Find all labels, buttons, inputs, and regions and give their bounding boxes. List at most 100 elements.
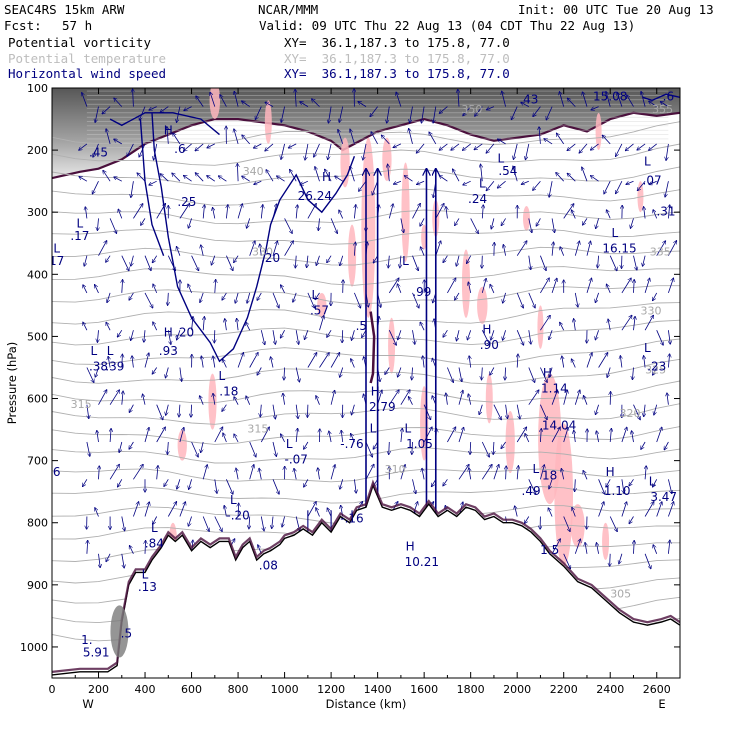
wind-vector xyxy=(236,468,238,480)
isentrope xyxy=(52,121,680,146)
wind-vector xyxy=(296,404,298,419)
pv-annotation: .45 xyxy=(89,145,108,159)
wind-vector xyxy=(467,330,472,340)
wind-vector xyxy=(296,205,297,219)
wind-vector xyxy=(271,357,274,368)
wind-vector xyxy=(183,175,192,182)
wind-vector xyxy=(546,106,553,120)
wind-vector xyxy=(656,330,664,345)
wind-vector xyxy=(551,427,560,443)
wind-vector xyxy=(443,255,448,263)
pv-annotation: L xyxy=(286,437,293,451)
wind-vector xyxy=(644,356,646,368)
wind-vector xyxy=(486,143,495,153)
wind-vector xyxy=(260,330,265,345)
wind-vector xyxy=(188,516,192,527)
wind-vector xyxy=(596,431,598,443)
wind-vector xyxy=(582,167,588,182)
pv-annotation: H xyxy=(543,366,552,380)
wind-vector xyxy=(214,427,223,443)
wind-vector xyxy=(540,278,549,294)
wind-vector xyxy=(625,143,634,151)
wind-vector xyxy=(621,315,632,331)
pv-positive-region xyxy=(382,137,392,182)
wind-vector xyxy=(637,180,646,191)
pv-annotation: H xyxy=(164,325,173,339)
pv-annotation: L xyxy=(311,288,318,302)
wind-vector xyxy=(83,322,88,331)
wind-vector xyxy=(451,143,460,150)
pv-annotation: .24 xyxy=(468,192,487,206)
wind-vector xyxy=(272,404,275,419)
wind-vector xyxy=(668,330,670,344)
wind-vector xyxy=(295,89,296,107)
wind-vector xyxy=(574,241,579,256)
wind-vector xyxy=(602,135,611,145)
wind-vector xyxy=(87,540,88,554)
wind-vector xyxy=(225,319,227,331)
wind-vector xyxy=(202,465,207,480)
theta-label: 330 xyxy=(641,305,662,318)
wind-vector xyxy=(641,91,646,107)
pv-annotation: L xyxy=(498,152,505,166)
wind-vector xyxy=(653,292,658,301)
wind-vector xyxy=(114,139,123,145)
wind-vector xyxy=(574,292,578,307)
pv-annotation: .84 xyxy=(145,537,164,551)
wind-vector xyxy=(290,169,297,182)
wind-vector xyxy=(506,466,507,480)
wind-vector xyxy=(131,181,134,197)
wind-vector xyxy=(503,245,506,256)
wind-vector xyxy=(141,218,146,225)
pv-annotation: L xyxy=(151,521,158,535)
wind-vector xyxy=(649,143,657,151)
wind-vector xyxy=(281,285,285,294)
wind-vector xyxy=(572,507,576,517)
theta-label: 315 xyxy=(247,423,268,436)
y-tick-label: 400 xyxy=(27,268,48,281)
pv-annotation: H xyxy=(371,384,380,398)
wind-vector xyxy=(656,502,662,517)
wind-vector xyxy=(596,543,598,554)
pv-annotation: .08 xyxy=(259,558,278,572)
wind-speed-contour xyxy=(109,112,220,136)
field-name-wind: Horizontal wind speed xyxy=(8,66,167,81)
wind-vector xyxy=(351,330,355,340)
wind-vector xyxy=(335,176,343,182)
wind-vector xyxy=(401,428,402,443)
wind-vector xyxy=(503,292,506,303)
wind-vector xyxy=(540,429,541,443)
pv-annotation: H xyxy=(406,540,415,554)
wind-vector xyxy=(234,91,239,107)
wind-vector xyxy=(443,479,448,486)
field-name-pv: Potential vorticity xyxy=(8,35,151,50)
wind-vector xyxy=(328,106,332,124)
field-name-theta: Potential temperature xyxy=(8,51,167,66)
wind-vector xyxy=(562,356,564,368)
x-tick-label: 200 xyxy=(88,683,109,696)
wind-vector xyxy=(622,479,624,493)
x-tick-label: 0 xyxy=(49,683,56,696)
wind-vector xyxy=(470,441,471,455)
wind-vector xyxy=(238,503,239,517)
wind-vector xyxy=(560,247,565,256)
west-end-label: W xyxy=(82,697,93,711)
wind-vector xyxy=(610,553,611,567)
pv-positive-region xyxy=(264,100,272,144)
wind-vector xyxy=(571,210,576,219)
pv-positive-region xyxy=(347,224,357,287)
wind-vector xyxy=(606,210,611,219)
wind-vector xyxy=(79,177,88,182)
wind-vector xyxy=(544,139,553,145)
wind-vector xyxy=(172,173,181,182)
wind-vector xyxy=(475,106,483,117)
wind-vector xyxy=(586,353,592,368)
wind-vector xyxy=(283,393,285,405)
wind-vector xyxy=(305,143,309,160)
center-label: NCAR/MMM xyxy=(258,2,319,17)
wind-vector xyxy=(616,143,623,157)
wind-vector xyxy=(156,427,166,443)
pv-annotation: .54 xyxy=(498,164,517,178)
wind-vector xyxy=(156,404,163,420)
wind-vector xyxy=(595,330,599,340)
